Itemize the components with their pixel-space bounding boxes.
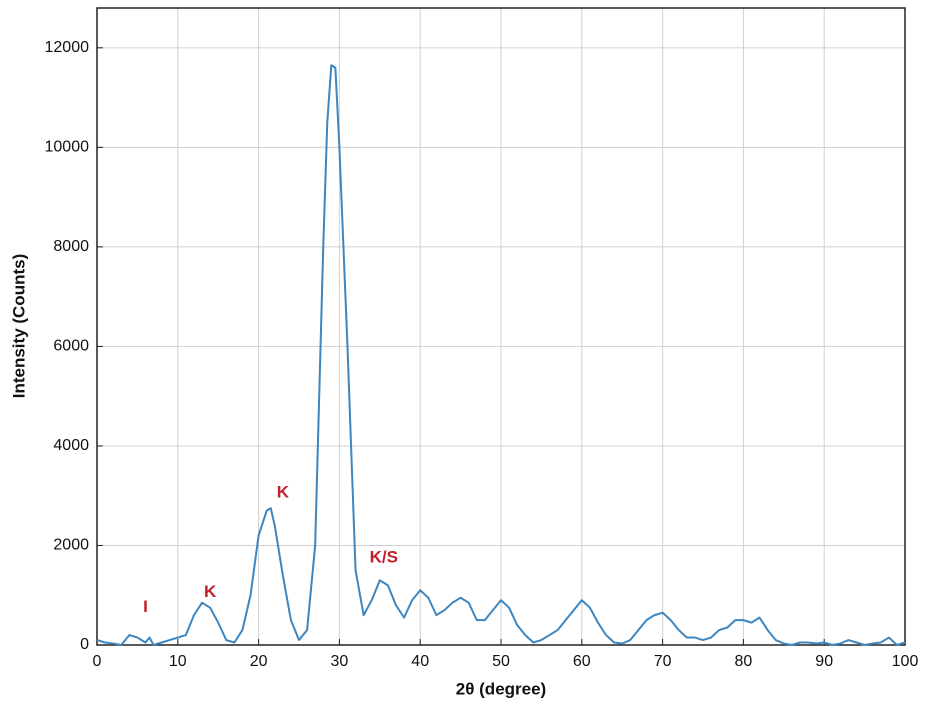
annotation: K: [277, 483, 290, 502]
annotation: K/S: [370, 547, 398, 566]
x-tick-label: 100: [892, 653, 919, 670]
annotation: I: [143, 597, 148, 616]
x-tick-label: 40: [411, 653, 429, 670]
x-tick-label: 90: [815, 653, 833, 670]
y-tick-label: 12000: [45, 39, 90, 56]
x-axis-title: 2θ (degree): [456, 679, 546, 698]
x-tick-label: 20: [250, 653, 268, 670]
x-tick-label: 60: [573, 653, 591, 670]
data-line: [96, 64, 906, 646]
y-tick-label: 8000: [53, 238, 89, 255]
y-tick-label: 4000: [53, 437, 89, 454]
plot-frame: [96, 7, 906, 646]
x-tick-label: 50: [492, 653, 510, 670]
x-tick-label: 70: [654, 653, 672, 670]
y-tick-label: 0: [80, 636, 89, 653]
x-tick-label: 0: [93, 653, 102, 670]
x-tick-label: 30: [331, 653, 349, 670]
y-tick-label: 6000: [53, 338, 89, 355]
y-tick-label: 2000: [53, 537, 89, 554]
y-tick-label: 10000: [45, 139, 90, 156]
y-axis-title: Intensity (Counts): [9, 254, 28, 399]
x-tick-label: 10: [169, 653, 187, 670]
x-tick-label: 80: [735, 653, 753, 670]
annotation: K: [204, 582, 217, 601]
